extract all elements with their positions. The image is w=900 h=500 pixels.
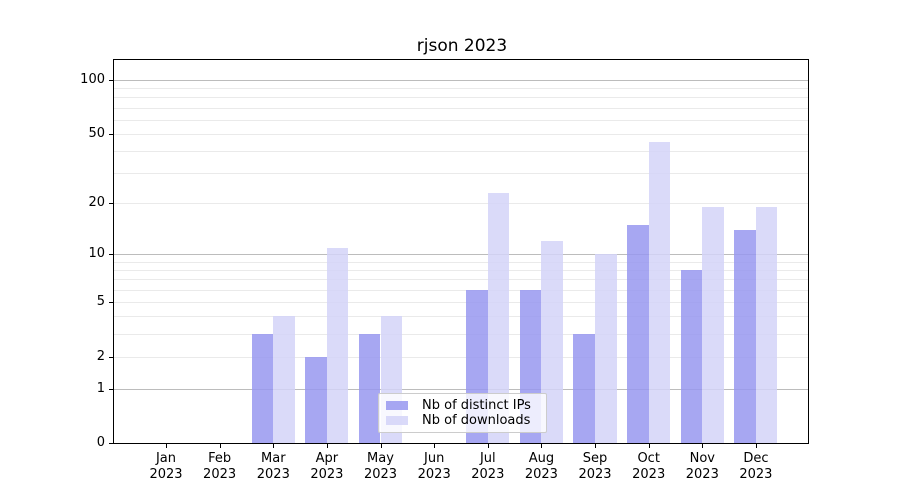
bar-jul-downloads xyxy=(487,192,510,443)
gridline-40 xyxy=(114,150,808,152)
x-axis-tick-mar xyxy=(273,444,275,448)
gridline-7 xyxy=(114,279,808,281)
x-axis-label-feb: Feb 2023 xyxy=(203,451,237,482)
x-axis-tick-feb xyxy=(219,444,221,448)
bar-aug-downloads xyxy=(541,241,563,443)
legend-swatch-distinct-ips xyxy=(386,401,408,410)
x-axis-label-oct: Oct 2023 xyxy=(632,451,666,482)
y-axis-tick-10 xyxy=(109,254,113,256)
y-axis-tick-50 xyxy=(109,133,113,135)
legend-label-downloads: Nb of downloads xyxy=(422,413,531,428)
x-axis-tick-may xyxy=(380,444,382,448)
y-axis-tick-label-50: 50 xyxy=(88,125,105,141)
gridline-100 xyxy=(114,79,808,81)
y-axis-tick-label-100: 100 xyxy=(80,71,105,87)
bar-nov-distinct-ips xyxy=(680,270,703,443)
gridline-90 xyxy=(114,88,808,90)
x-axis-label-dec: Dec 2023 xyxy=(739,451,773,482)
gridline-50 xyxy=(114,133,808,135)
gridline-9 xyxy=(114,261,808,263)
legend-label-distinct-ips: Nb of distinct IPs xyxy=(422,398,531,413)
gridline-70 xyxy=(114,107,808,109)
x-axis-label-jun: Jun 2023 xyxy=(417,451,451,482)
y-axis-tick-label-0: 0 xyxy=(96,435,105,450)
bar-dec-distinct-ips xyxy=(734,229,756,443)
y-axis-tick-label-1: 1 xyxy=(96,380,105,396)
bar-apr-downloads xyxy=(326,247,349,443)
bar-sep-distinct-ips xyxy=(573,333,595,443)
x-axis-tick-apr xyxy=(326,444,328,448)
x-axis-label-jul: Jul 2023 xyxy=(471,451,505,482)
gridline-2 xyxy=(114,356,808,358)
plot-area xyxy=(113,59,809,444)
y-axis-tick-20 xyxy=(109,203,113,205)
y-axis-tick-100 xyxy=(109,79,113,81)
bar-dec-downloads xyxy=(755,207,778,443)
x-axis-label-sep: Sep 2023 xyxy=(578,451,612,482)
x-axis-label-jan: Jan 2023 xyxy=(149,451,183,482)
bar-mar-downloads xyxy=(273,316,295,443)
bar-oct-downloads xyxy=(648,141,671,443)
y-axis-tick-label-2: 2 xyxy=(96,348,105,364)
gridline-3 xyxy=(114,333,808,335)
gridline-8 xyxy=(114,270,808,272)
bar-mar-distinct-ips xyxy=(251,333,274,443)
gridline-30 xyxy=(114,172,808,174)
legend-swatch-downloads xyxy=(386,416,408,425)
gridline-4 xyxy=(114,316,808,318)
y-axis-tick-label-10: 10 xyxy=(88,246,105,262)
bar-sep-downloads xyxy=(595,254,617,443)
gridline-5 xyxy=(114,302,808,303)
gridline-1 xyxy=(114,388,808,390)
y-axis-tick-5 xyxy=(109,302,113,303)
x-axis-tick-jan xyxy=(166,444,167,448)
bar-apr-distinct-ips xyxy=(305,356,327,443)
y-axis-tick-1 xyxy=(109,388,113,390)
x-axis-label-may: May 2023 xyxy=(363,451,398,482)
legend: Nb of distinct IPs Nb of downloads xyxy=(378,393,547,433)
gridline-60 xyxy=(114,119,808,121)
y-axis-tick-label-20: 20 xyxy=(88,195,105,211)
x-axis-tick-oct xyxy=(648,444,650,448)
legend-item-downloads: Nb of downloads xyxy=(386,413,540,428)
bar-oct-distinct-ips xyxy=(627,224,649,443)
gridline-6 xyxy=(114,289,808,291)
x-axis-label-aug: Aug 2023 xyxy=(524,451,558,482)
x-axis-tick-aug xyxy=(541,444,543,448)
x-axis-tick-jul xyxy=(487,444,489,448)
y-axis-tick-2 xyxy=(109,356,113,358)
y-axis-tick-0 xyxy=(109,443,113,444)
gridline-20 xyxy=(114,203,808,205)
gridline-80 xyxy=(114,97,808,99)
legend-item-distinct-ips: Nb of distinct IPs xyxy=(386,398,540,413)
x-axis-tick-dec xyxy=(755,444,757,448)
chart-title: rjson 2023 xyxy=(416,36,508,56)
x-axis-label-mar: Mar 2023 xyxy=(256,451,290,482)
y-axis-tick-label-5: 5 xyxy=(96,294,105,309)
x-axis-tick-nov xyxy=(702,444,704,448)
bar-may-distinct-ips xyxy=(358,333,381,443)
x-axis-tick-sep xyxy=(595,444,596,448)
x-axis-label-nov: Nov 2023 xyxy=(685,451,719,482)
x-axis-tick-jun xyxy=(434,444,436,448)
gridline-10 xyxy=(114,254,808,256)
bar-nov-downloads xyxy=(702,207,724,443)
x-axis-label-apr: Apr 2023 xyxy=(310,451,344,482)
